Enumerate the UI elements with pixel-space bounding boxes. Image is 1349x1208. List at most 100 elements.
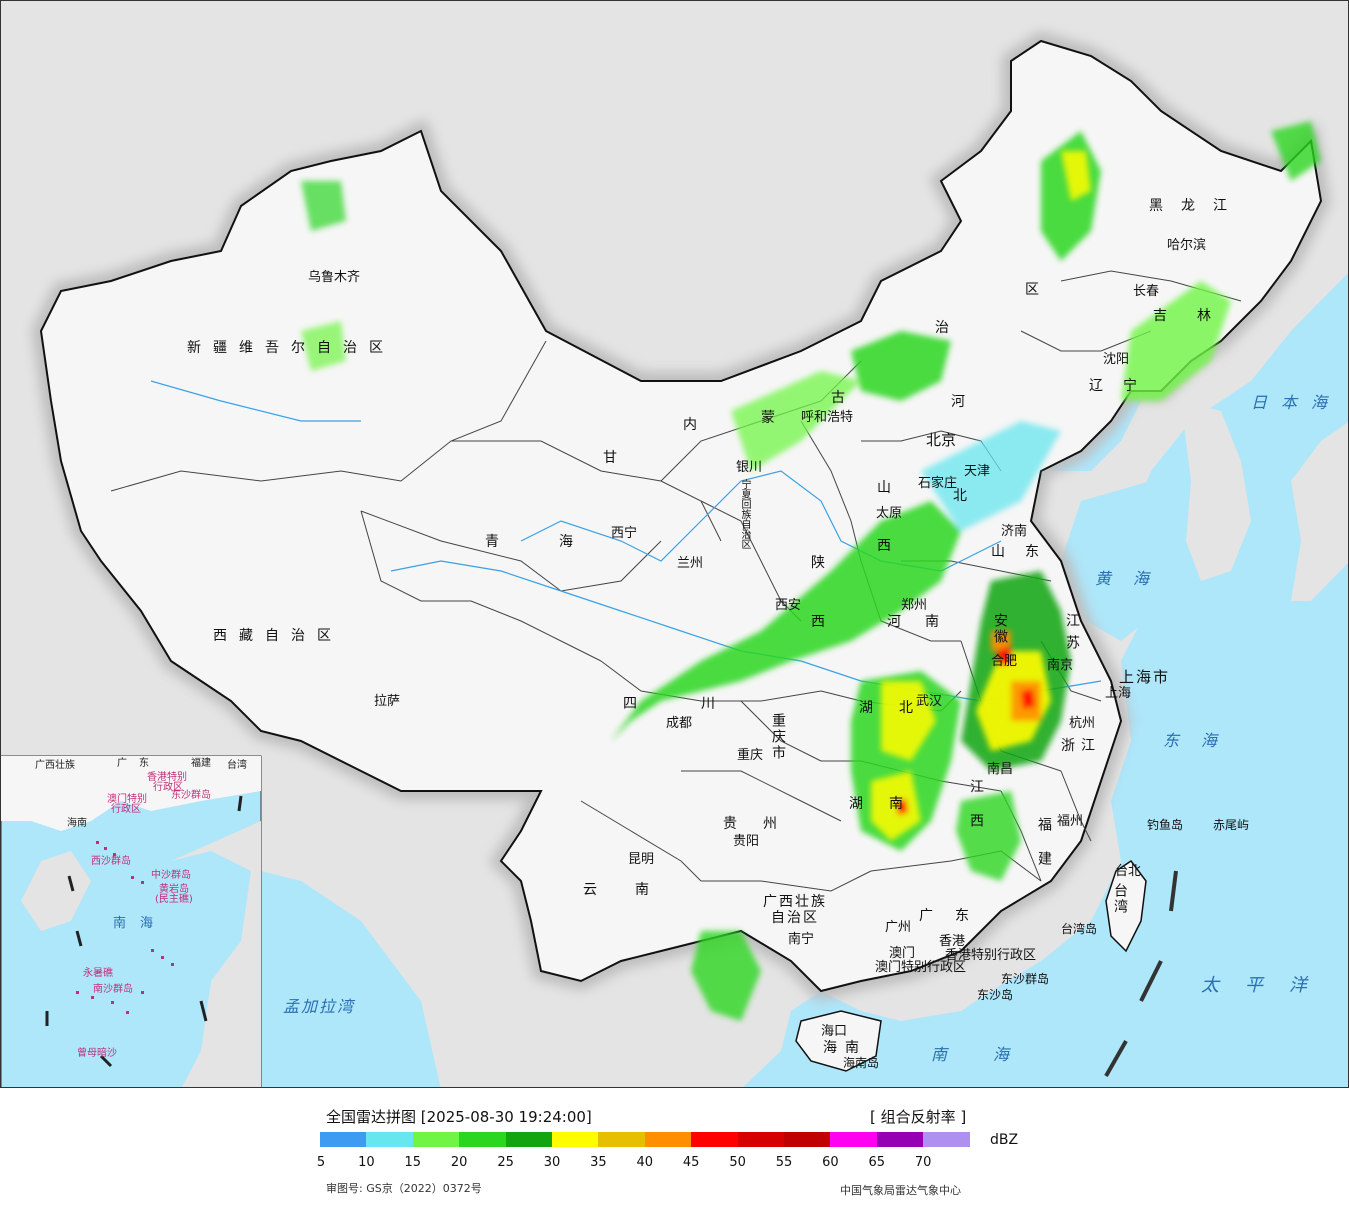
- hainan-land: [795, 1010, 882, 1072]
- city-nanchang: 南昌: [987, 762, 1014, 777]
- sea-east: 东海: [1163, 731, 1240, 750]
- city-hohhot: 呼和浩特: [801, 410, 854, 425]
- scale-tick-9: 50: [729, 1155, 746, 1170]
- province-borders: [110, 270, 1242, 892]
- prov-neimenggu-b: 蒙: [761, 410, 787, 426]
- city-xining: 西宁: [611, 526, 638, 541]
- radar-echoes: [301, 121, 1321, 1021]
- prov-shanxi-a: 山: [877, 480, 903, 496]
- place-dongsha-islands: 东沙群岛: [1001, 972, 1050, 986]
- prov-hubei: 湖北: [859, 700, 939, 716]
- city-lhasa: 拉萨: [374, 694, 401, 709]
- city-chongqing: 重庆: [737, 748, 764, 763]
- prov-guangxi-a: 广西壮族: [763, 894, 827, 910]
- inset-taiwan: 台湾: [227, 760, 247, 771]
- unit-label: dBZ: [990, 1132, 1019, 1148]
- city-chengdu: 成都: [666, 716, 693, 731]
- prov-macau-sar: 澳门特别行政区: [875, 960, 967, 975]
- product-label: [ 组合反射率 ]: [870, 1108, 967, 1126]
- scale-box-4: [505, 1132, 553, 1147]
- city-shanghai: 上海: [1105, 686, 1132, 701]
- prov-jilin: 吉林: [1153, 308, 1241, 324]
- city-jinan: 济南: [1001, 524, 1028, 539]
- inset-maritime-lines: [45, 795, 243, 1068]
- scale-tick-6: 35: [590, 1155, 607, 1170]
- scale-box-3: [459, 1132, 507, 1147]
- city-nanning: 南宁: [788, 932, 815, 947]
- scale-tick-3: 20: [450, 1155, 468, 1170]
- prov-liaoning: 辽宁: [1089, 378, 1157, 394]
- scale-tick-11: 60: [822, 1155, 839, 1170]
- prov-neimenggu-a: 内: [683, 417, 709, 433]
- prov-sichuan-b: 川: [701, 696, 727, 712]
- prov-guizhou: 贵州: [723, 816, 803, 832]
- inset-zengmu: 曾母暗沙: [77, 1048, 117, 1059]
- prov-jiangsu: 江苏: [1064, 613, 1080, 657]
- inset-macau2: 行政区: [111, 804, 141, 815]
- city-changchun: 长春: [1133, 284, 1160, 299]
- place-hainan-island: 海南岛: [843, 1056, 880, 1070]
- legend-panel: 全国雷达拼图 [2025-08-30 19:24:00] [ 组合反射率 ] d…: [0, 1088, 1349, 1208]
- inset-huangyan: 黄岩岛: [159, 884, 189, 895]
- scale-tick-0: 5: [316, 1155, 326, 1170]
- city-wuhan: 武汉: [916, 694, 943, 709]
- scale-tick-10: 55: [775, 1155, 793, 1170]
- city-xian: 西安: [775, 598, 802, 613]
- city-taibei: 台北: [1115, 864, 1142, 879]
- scale-box-13: [923, 1132, 971, 1147]
- prov-yunnan: 云南: [583, 882, 687, 898]
- prov-ningxia: 宁夏回族自治区: [739, 479, 750, 549]
- sea-south: 南海: [931, 1045, 1056, 1064]
- inset-islands: [76, 841, 174, 1014]
- prov-anhui: 安徽: [992, 613, 1008, 645]
- scale-box-7: [644, 1132, 692, 1147]
- prov-shanxi-b: 西: [877, 538, 903, 554]
- place-diaoyu: 钓鱼岛: [1147, 818, 1184, 832]
- prov-qinghai: 青海: [485, 534, 633, 550]
- prov-xinjiang: 新疆维吾尔自治区: [187, 340, 395, 356]
- inset-guangdong: 广东: [117, 758, 161, 769]
- japan: [1291, 422, 1348, 601]
- scale-tick-13: 70: [914, 1155, 932, 1170]
- prov-tibet: 西藏自治区: [213, 628, 343, 644]
- city-lanzhou: 兰州: [677, 556, 704, 571]
- inset-guangxi: 广西壮族: [35, 760, 75, 771]
- scale-tick-8: 45: [682, 1155, 700, 1170]
- scale-box-8: [691, 1132, 739, 1147]
- city-taiyuan: 太原: [876, 506, 903, 521]
- sea-pacific: 太平洋: [1201, 975, 1333, 996]
- scale-tick-2: 15: [404, 1155, 422, 1170]
- scale-tick-12: 65: [868, 1155, 886, 1170]
- city-macau: 澳门: [889, 946, 916, 961]
- place-chiwei: 赤尾屿: [1213, 818, 1250, 832]
- city-hongkong: 香港: [939, 934, 966, 949]
- prov-guangxi-b: 自治区: [771, 910, 819, 926]
- inset-fujian: 福建: [191, 758, 211, 769]
- inset-hk: 香港特别: [147, 772, 187, 783]
- prov-chongqing: 重庆市: [770, 713, 786, 761]
- scale-box-6: [598, 1132, 646, 1147]
- scale-box-12: [876, 1132, 924, 1147]
- prov-hunan: 湖南: [849, 796, 929, 812]
- inset-hk2: 行政区: [153, 782, 183, 793]
- city-urumqi: 乌鲁木齐: [308, 270, 361, 285]
- scale-box-2: [412, 1132, 460, 1147]
- inset-philippines: [171, 821, 261, 1087]
- approval-number: 审图号: GS京（2022）0372号: [326, 1182, 482, 1195]
- credit: 中国气象局雷达气象中心: [840, 1184, 961, 1197]
- prov-shanghai: 上海市: [1119, 668, 1171, 686]
- sea-bengal: 孟加拉湾: [283, 997, 356, 1016]
- maritime-lines: [1104, 870, 1178, 1077]
- prov-neimenggu-c: 古: [831, 390, 857, 406]
- inset-yongshu: 永暑礁: [83, 968, 113, 979]
- scale-box-11: [830, 1132, 878, 1147]
- city-fuzhou: 福州: [1057, 814, 1084, 829]
- scale-box-9: [737, 1132, 785, 1147]
- city-yinchuan: 银川: [736, 460, 763, 475]
- inset-nansha: 南沙群岛: [93, 984, 133, 995]
- inset-minsheng: (民主礁): [155, 894, 193, 905]
- prov-shaanxi-a: 陕: [811, 555, 837, 571]
- sea-yellow: 黄海: [1095, 569, 1172, 588]
- city-kunming: 昆明: [628, 852, 655, 867]
- scale-tick-4: 25: [497, 1155, 514, 1170]
